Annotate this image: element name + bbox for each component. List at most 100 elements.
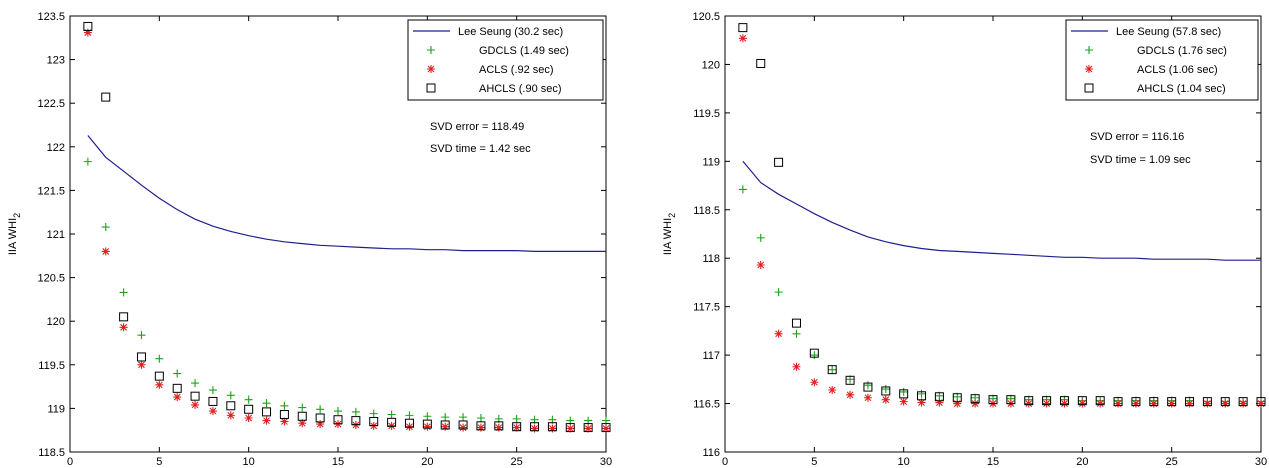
y-tick-label: 116.5 — [693, 399, 720, 411]
data-point — [1239, 399, 1248, 408]
data-point — [952, 393, 962, 403]
data-point — [846, 390, 855, 399]
data-point — [458, 420, 468, 430]
data-point — [351, 416, 361, 426]
legend-box — [407, 19, 604, 101]
x-tick-label: 25 — [511, 456, 523, 468]
data-point — [512, 423, 521, 432]
data-point — [774, 329, 783, 338]
series-star — [83, 28, 610, 433]
data-point — [899, 387, 908, 396]
data-point — [738, 34, 747, 43]
data-point — [1238, 397, 1248, 407]
x-tick-label: 15 — [332, 456, 344, 468]
y-tick-label: 121 — [47, 229, 65, 241]
data-point — [1149, 399, 1158, 408]
series-star — [738, 34, 1265, 408]
legend-box — [1065, 19, 1259, 101]
data-point — [791, 318, 801, 328]
data-point — [173, 393, 182, 402]
data-point — [1084, 83, 1094, 93]
y-tick-label: 123 — [47, 55, 65, 67]
x-tick-label: 20 — [1076, 456, 1088, 468]
data-point — [333, 415, 343, 425]
data-point — [512, 422, 522, 432]
data-point — [1024, 396, 1034, 406]
legend-label: AHCLS (.90 sec) — [479, 83, 562, 95]
data-point — [1167, 397, 1177, 407]
data-point — [351, 407, 360, 416]
data-point — [316, 420, 325, 429]
legend-label: ACLS (.92 sec) — [479, 64, 554, 76]
data-point — [1085, 46, 1093, 54]
data-point — [971, 399, 980, 408]
data-point — [297, 411, 307, 421]
data-point — [136, 352, 146, 362]
data-point — [828, 365, 837, 374]
series-line — [87, 135, 606, 252]
data-point — [476, 423, 485, 432]
data-point — [1221, 399, 1230, 408]
data-point — [476, 413, 485, 422]
data-point — [1059, 396, 1069, 406]
data-point — [935, 398, 944, 407]
data-point — [101, 247, 110, 256]
data-point — [83, 157, 92, 166]
data-point — [101, 92, 111, 102]
data-point — [494, 423, 503, 432]
data-point — [226, 391, 235, 400]
data-point — [1149, 397, 1159, 407]
series-square — [83, 21, 611, 433]
data-point — [262, 407, 272, 417]
data-point — [1078, 399, 1087, 408]
data-point — [810, 378, 819, 387]
y-axis-label-subscript: 2 — [667, 213, 677, 218]
x-tick-label: 20 — [421, 456, 433, 468]
y-tick-label: 118.5 — [693, 205, 720, 217]
data-point — [1024, 399, 1033, 408]
annotation: SVD time = 1.42 sec — [430, 143, 531, 155]
data-point — [441, 422, 450, 431]
data-point — [316, 405, 325, 414]
data-point — [155, 380, 164, 389]
data-point — [208, 407, 217, 416]
data-point — [315, 413, 325, 423]
y-tick-label: 122 — [47, 142, 65, 154]
data-point — [810, 351, 819, 360]
data-point — [738, 185, 747, 194]
data-point — [1131, 397, 1141, 407]
annotation: SVD error = 118.49 — [430, 121, 524, 133]
legend-label: Lee Seung (30.2 sec) — [458, 26, 563, 38]
data-point — [845, 375, 855, 385]
data-point — [298, 403, 307, 412]
legend-label: GDCLS (1.49 sec) — [479, 45, 569, 57]
data-point — [226, 401, 236, 411]
data-point — [881, 395, 890, 404]
data-point — [601, 423, 611, 433]
series-line — [87, 135, 606, 252]
data-point — [334, 407, 342, 416]
data-point — [262, 416, 271, 425]
y-axis-label: IIA WHI2 — [7, 213, 22, 255]
data-point — [988, 395, 998, 405]
y-tick-label: 116 — [702, 447, 720, 459]
x-tick-label: 0 — [722, 456, 728, 468]
data-point — [262, 399, 271, 408]
data-point — [279, 410, 289, 420]
data-point — [1167, 399, 1176, 408]
x-tick-label: 10 — [243, 456, 255, 468]
data-point — [226, 411, 235, 420]
data-point — [476, 421, 486, 431]
legend-label: GDCLS (1.76 sec) — [1137, 45, 1227, 57]
data-point — [792, 329, 801, 338]
data-point — [828, 385, 837, 394]
data-point — [881, 386, 891, 396]
data-point — [405, 422, 414, 431]
data-point — [1203, 399, 1212, 408]
data-point — [208, 396, 218, 406]
data-point — [387, 421, 396, 430]
series-line — [742, 160, 1261, 261]
data-point — [1042, 399, 1051, 408]
data-point — [565, 423, 575, 433]
